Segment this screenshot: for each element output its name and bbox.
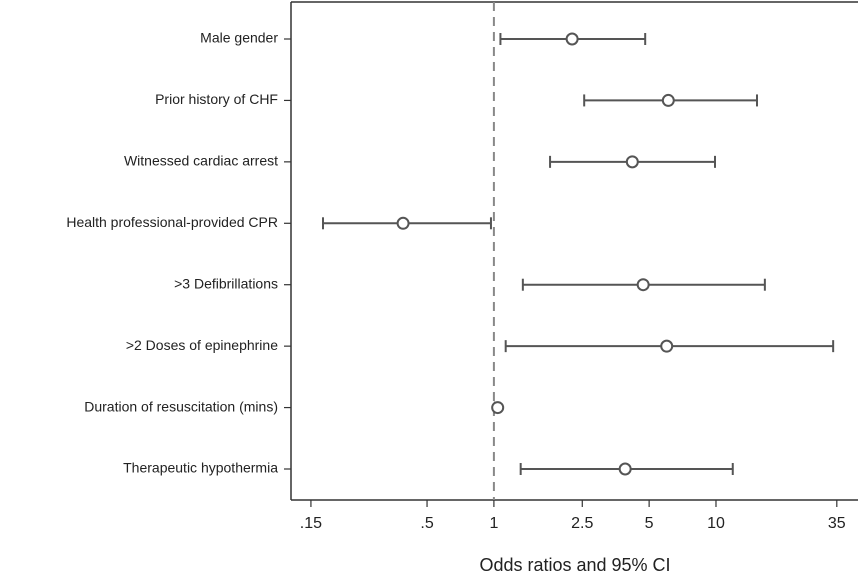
y-tick-label: Health professional-provided CPR: [66, 214, 278, 230]
y-tick-label: Prior history of CHF: [155, 91, 278, 107]
x-tick-label: 5: [645, 515, 654, 532]
point-estimate: [396, 216, 410, 230]
point-estimate: [661, 93, 675, 107]
point-estimate: [660, 339, 674, 353]
x-tick-label: 2.5: [571, 515, 593, 532]
point-estimate: [565, 32, 579, 46]
point-estimate: [618, 462, 632, 476]
y-tick-label: Witnessed cardiac arrest: [124, 153, 278, 169]
x-tick-label: 1: [489, 515, 498, 532]
y-tick-label: >2 Doses of epinephrine: [126, 337, 278, 353]
y-tick-label: >3 Defibrillations: [174, 275, 278, 291]
y-tick-label: Duration of resuscitation (mins): [84, 398, 278, 414]
x-tick-label: .15: [300, 515, 322, 532]
x-axis-title: Odds ratios and 95% CI: [479, 555, 670, 575]
x-tick-label: 10: [707, 515, 725, 532]
point-estimate: [491, 401, 505, 415]
y-tick-label: Male gender: [200, 30, 278, 46]
x-tick-label: 35: [828, 515, 846, 532]
y-tick-label: Therapeutic hypothermia: [123, 460, 278, 476]
x-tick-label: .5: [420, 515, 433, 532]
point-estimate: [636, 278, 650, 292]
point-estimate: [625, 155, 639, 169]
